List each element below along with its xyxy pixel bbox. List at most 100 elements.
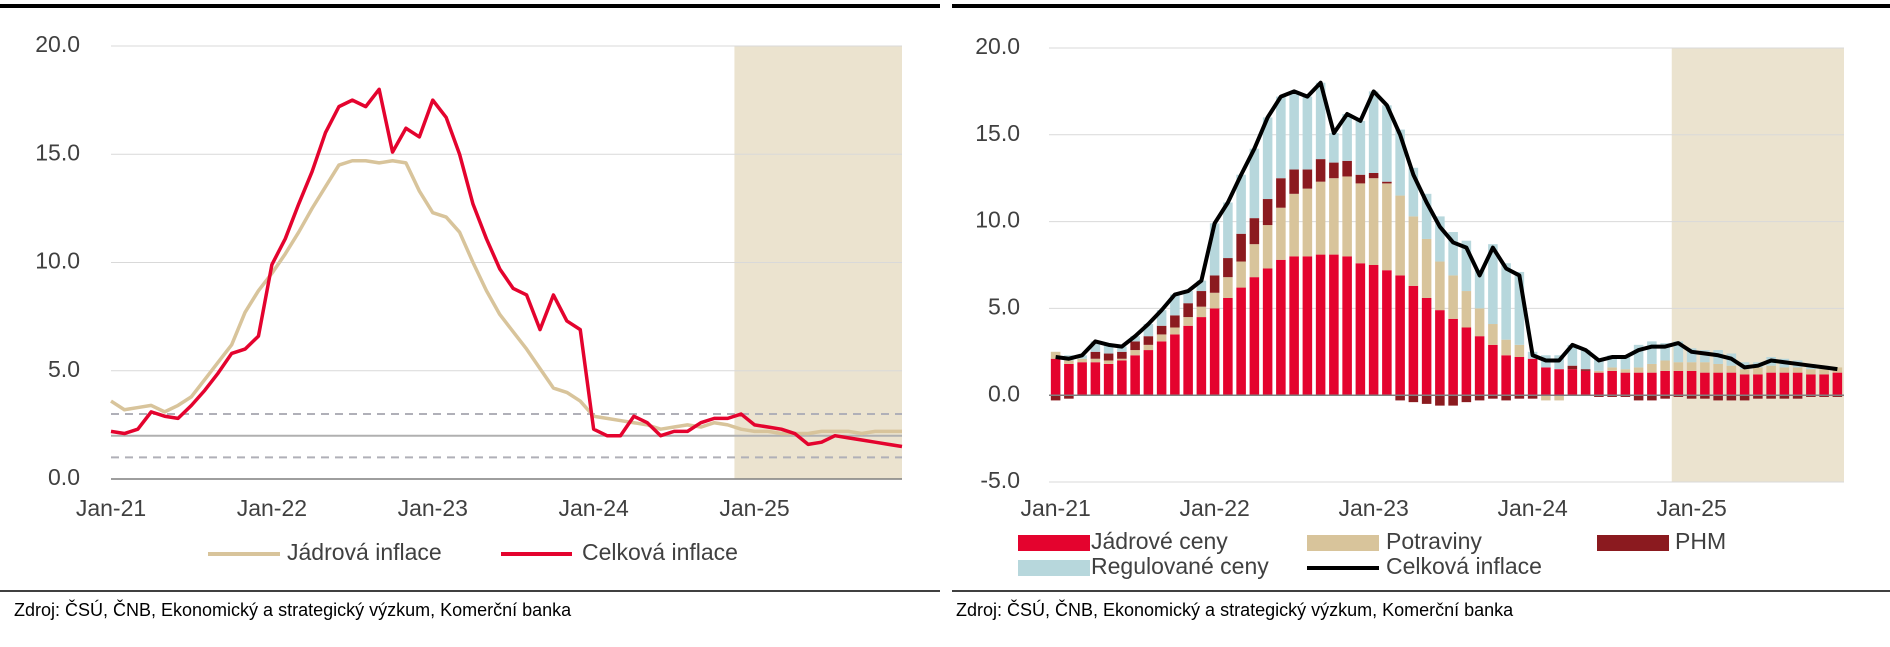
bar xyxy=(1315,254,1326,396)
bar xyxy=(1819,395,1829,397)
bar xyxy=(1461,291,1472,328)
legend-label: Celková inflace xyxy=(582,539,738,565)
bar xyxy=(1103,360,1114,364)
bar xyxy=(1421,238,1432,298)
bar xyxy=(1342,113,1352,161)
bar xyxy=(1050,358,1061,396)
bar xyxy=(1130,336,1140,342)
bar xyxy=(1103,353,1114,361)
bar xyxy=(1302,188,1313,257)
bar xyxy=(1064,360,1074,364)
bar xyxy=(1700,350,1710,363)
bar xyxy=(1355,263,1366,396)
bar xyxy=(1090,341,1101,352)
bar xyxy=(1514,357,1525,396)
bar xyxy=(1779,372,1790,396)
bar xyxy=(1170,315,1180,328)
bar xyxy=(1567,344,1578,366)
bar xyxy=(1673,341,1684,363)
bar xyxy=(1209,292,1220,309)
bar xyxy=(1647,363,1657,373)
bar xyxy=(1488,395,1498,399)
y-tick-label: 10.0 xyxy=(975,207,1020,233)
y-tick-label: 0.0 xyxy=(48,464,80,490)
bar xyxy=(1315,82,1326,160)
bar xyxy=(1408,395,1419,403)
bar xyxy=(1209,308,1220,396)
bar xyxy=(1209,223,1220,276)
bar xyxy=(1064,395,1074,399)
bar xyxy=(1262,225,1273,269)
source: Zdroj: ČSÚ, ČNB, Ekonomický a strategick… xyxy=(956,599,1514,620)
top-rule xyxy=(952,4,1890,8)
bar xyxy=(1713,372,1723,396)
bar xyxy=(1488,244,1498,325)
bar xyxy=(1673,362,1684,371)
bar xyxy=(1488,344,1498,396)
bar xyxy=(1607,367,1617,371)
bar xyxy=(1607,395,1617,397)
bar xyxy=(1421,395,1432,404)
bar xyxy=(1262,268,1273,396)
bar xyxy=(1435,395,1445,406)
bar xyxy=(1382,181,1392,184)
bar xyxy=(1302,96,1313,170)
bar xyxy=(1779,367,1790,373)
bar xyxy=(1183,317,1193,326)
bar xyxy=(1395,195,1405,276)
bar xyxy=(1633,367,1644,373)
legend-swatch xyxy=(1018,535,1090,551)
bar xyxy=(1514,344,1525,358)
bar xyxy=(1819,374,1829,396)
bar xyxy=(1103,344,1114,354)
bar xyxy=(1249,148,1260,219)
x-tick-label: Jan-24 xyxy=(1497,495,1568,521)
bar xyxy=(1170,294,1180,316)
bar xyxy=(1315,159,1326,182)
bar xyxy=(1474,336,1485,396)
bar xyxy=(1686,348,1697,363)
y-tick-label: 15.0 xyxy=(35,139,80,165)
bar xyxy=(1514,395,1525,399)
legend-label: PHM xyxy=(1675,528,1726,554)
bar xyxy=(1368,91,1379,173)
bar xyxy=(1673,395,1684,397)
bar xyxy=(1832,372,1843,396)
x-tick-label: Jan-23 xyxy=(1338,495,1408,521)
bar xyxy=(1249,277,1260,396)
bar xyxy=(1130,355,1140,396)
bar xyxy=(1739,374,1750,396)
bar xyxy=(1050,395,1061,401)
legend-label: Celková inflace xyxy=(1386,553,1542,579)
x-tick-label: Jan-21 xyxy=(76,495,146,521)
bar xyxy=(1236,261,1246,288)
bar xyxy=(1183,291,1193,304)
bar xyxy=(1355,183,1366,264)
bar xyxy=(1554,395,1564,401)
bar xyxy=(1660,370,1670,396)
bar xyxy=(1647,372,1657,396)
y-tick-label: 20.0 xyxy=(975,33,1020,59)
legend-label: Jádrové ceny xyxy=(1091,528,1228,554)
bar xyxy=(1130,350,1140,356)
bar xyxy=(1289,193,1299,257)
bar xyxy=(1580,369,1591,371)
bar xyxy=(1541,367,1551,396)
bar xyxy=(1276,259,1286,396)
legend-label: Potraviny xyxy=(1386,528,1482,554)
bar xyxy=(1580,370,1591,396)
bar xyxy=(1368,178,1379,265)
bar xyxy=(1766,372,1776,396)
bar xyxy=(1382,183,1392,271)
legend-swatch xyxy=(1597,535,1669,551)
bar xyxy=(1792,395,1803,399)
bar xyxy=(1726,372,1737,396)
bar xyxy=(1196,291,1207,307)
bar xyxy=(1209,275,1220,293)
bar xyxy=(1580,350,1591,370)
bar xyxy=(1143,324,1154,337)
bar xyxy=(1090,358,1101,363)
x-tick-label: Jan-24 xyxy=(558,495,629,521)
bar xyxy=(1541,395,1551,401)
bar xyxy=(1554,369,1564,396)
